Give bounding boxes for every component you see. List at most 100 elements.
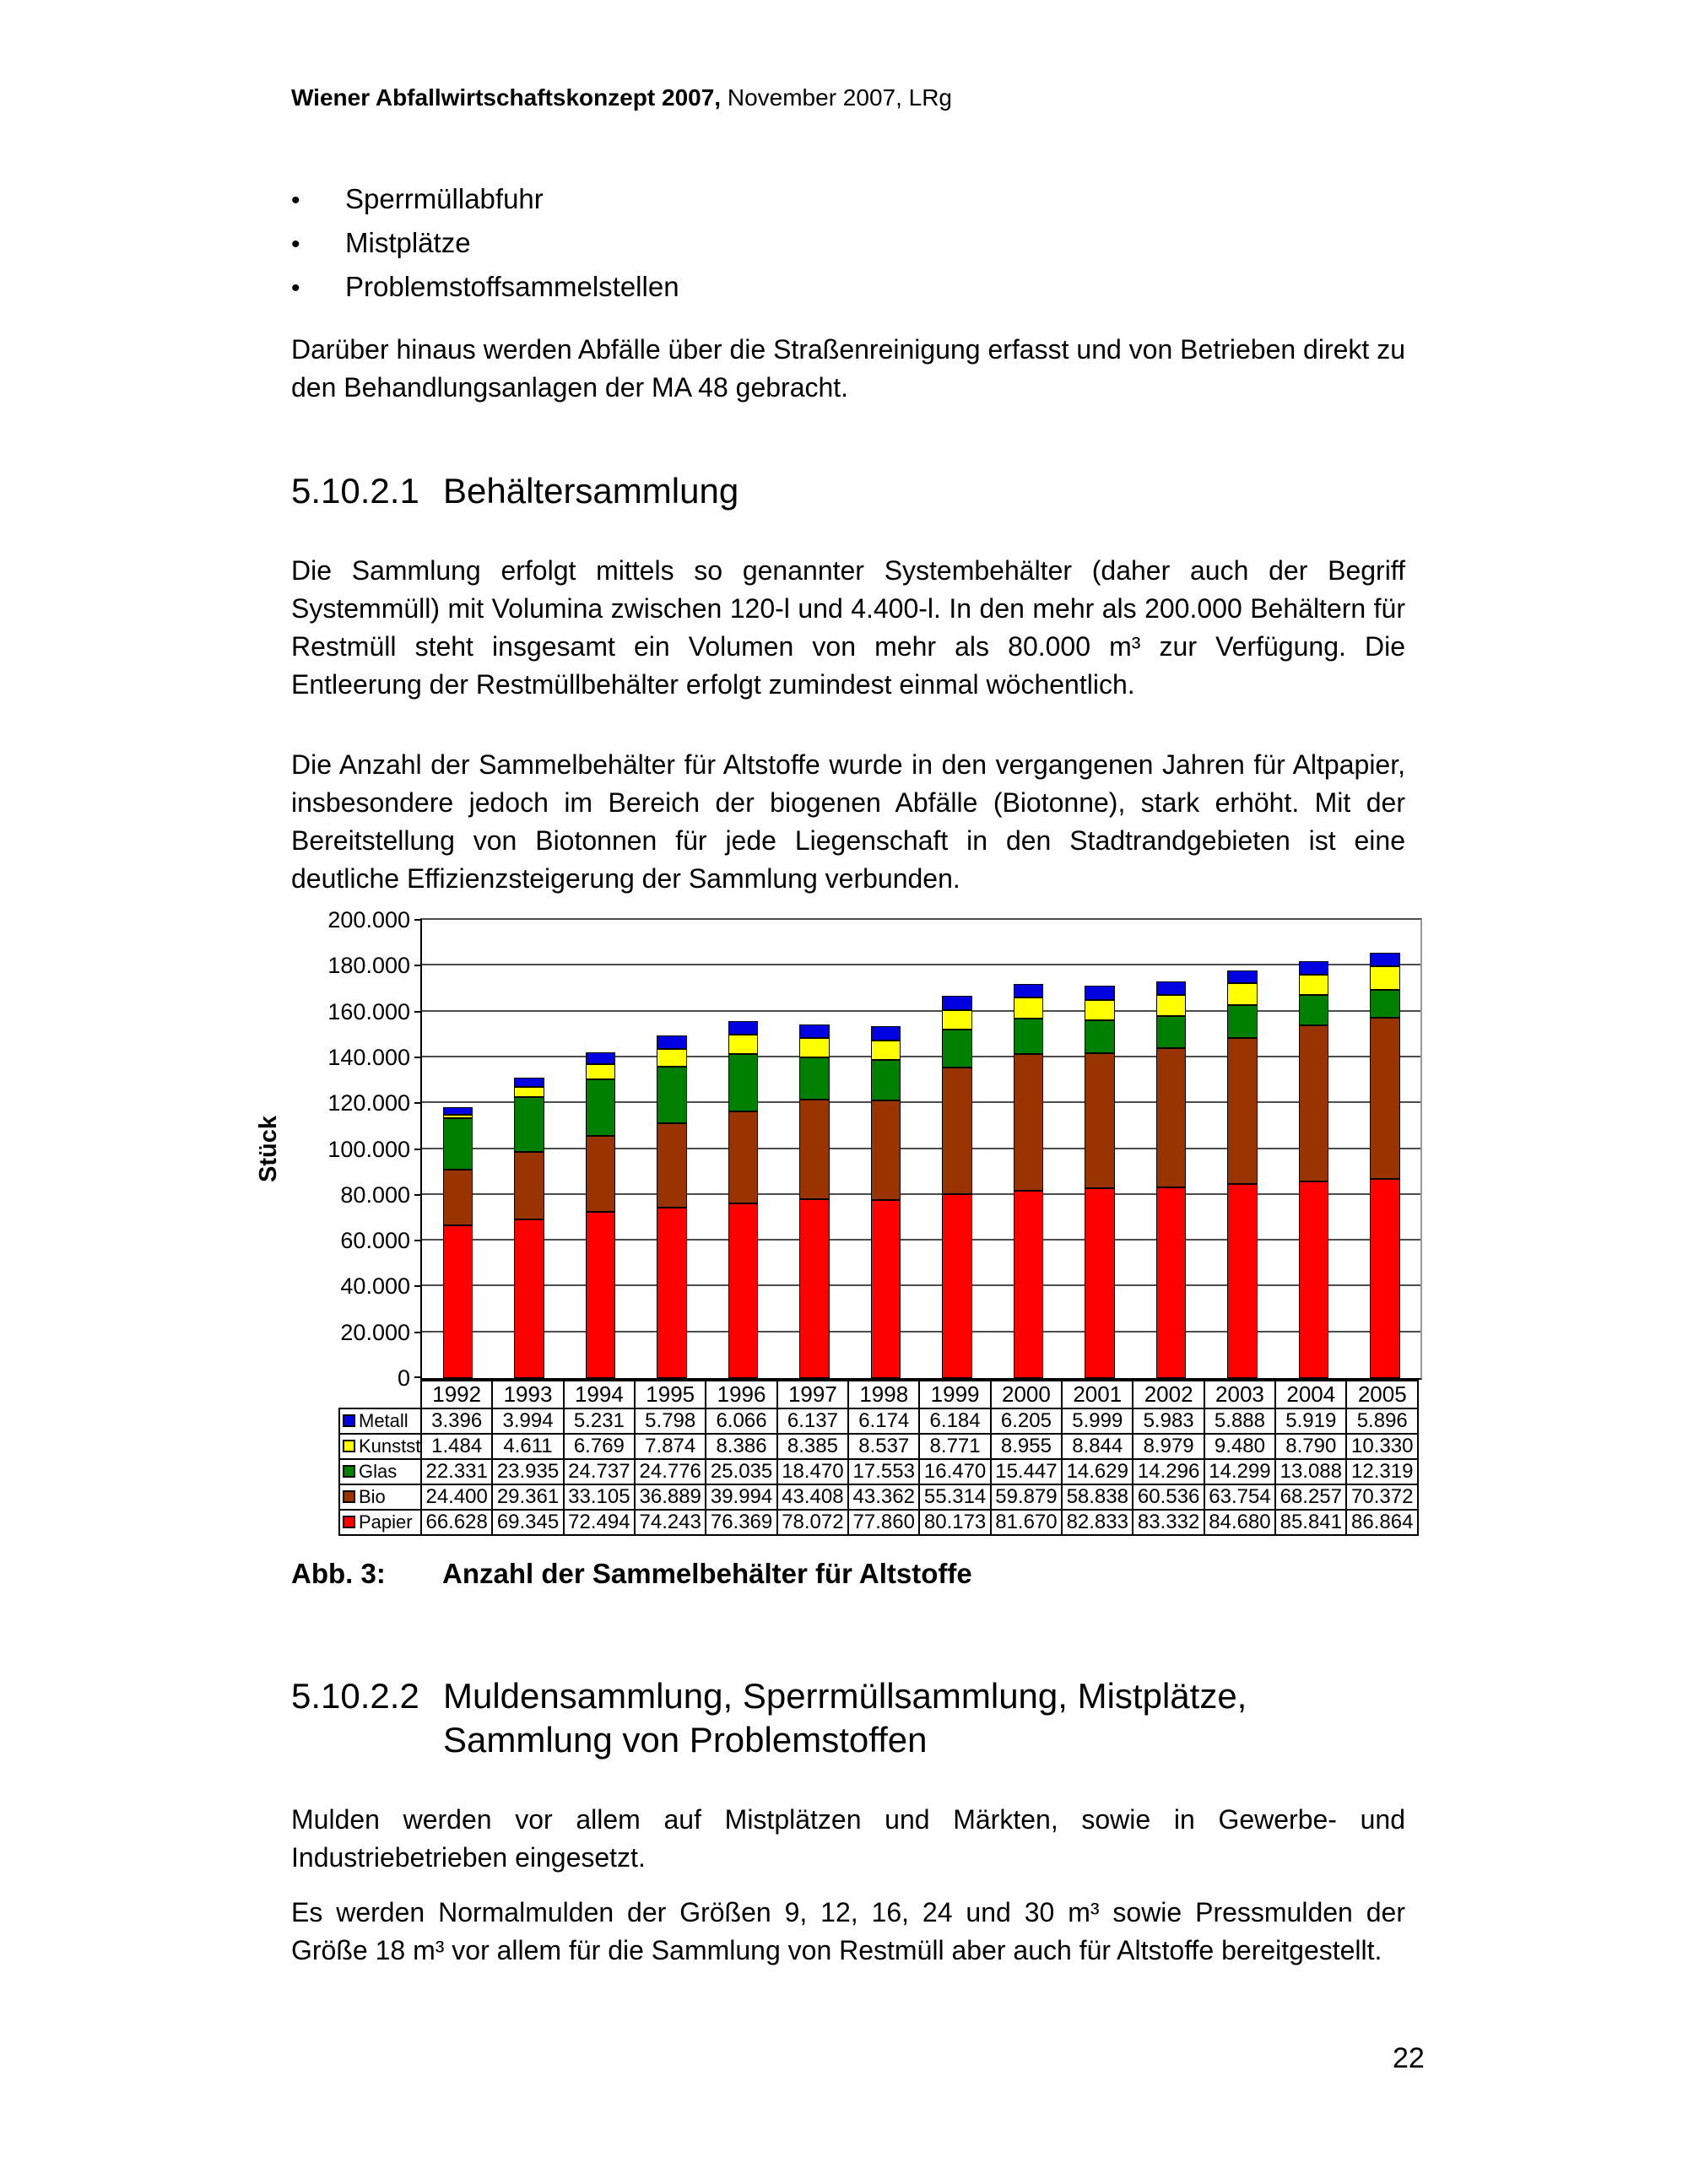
bar-column-2005: [1350, 920, 1421, 1378]
bar-segment-glas: [514, 1097, 544, 1153]
table-value-cell: 81.670: [989, 1509, 1063, 1536]
bar-segment-metall: [514, 1077, 544, 1087]
table-value-cell: 14.629: [1061, 1458, 1134, 1485]
table-value-cell: 4.611: [491, 1433, 565, 1460]
section-heading-5-10-2-2: 5.10.2.2 Muldensammlung, Sperrmüllsammlu…: [291, 1674, 1247, 1762]
bar-segment-kunstst: [585, 1063, 615, 1080]
y-axis-tick-label: 40.000: [340, 1273, 410, 1300]
table-value-cell: 1.484: [419, 1433, 494, 1460]
bar-segment-bio: [514, 1152, 544, 1219]
table-value-cell: 82.833: [1061, 1509, 1134, 1536]
bar-column-1999: [922, 920, 993, 1378]
table-year-header: 1997: [776, 1380, 850, 1409]
table-value-cell: 6.184: [918, 1408, 992, 1435]
section-title-line2: Sammlung von Problemstoffen: [443, 1720, 928, 1760]
bar-column-2004: [1278, 920, 1350, 1378]
stacked-bar-2004: [1298, 920, 1328, 1378]
bar-segment-glas: [585, 1079, 615, 1137]
table-value-cell: 68.257: [1274, 1484, 1348, 1511]
bar-segment-kunstst: [942, 1009, 972, 1030]
y-axis-tick-mark: [414, 1056, 422, 1058]
bar-segment-papier: [870, 1199, 901, 1378]
table-year-header: 1999: [918, 1380, 992, 1409]
bar-segment-glas: [1155, 1015, 1186, 1049]
table-value-cell: 14.296: [1132, 1458, 1205, 1485]
legend-swatch-icon: [343, 1489, 355, 1503]
section-number: 5.10.2.1: [291, 471, 419, 511]
y-axis-tick-label: 0: [397, 1365, 410, 1391]
bar-segment-kunstst: [514, 1086, 544, 1098]
bar-segment-glas: [799, 1057, 830, 1100]
bar-segment-glas: [1085, 1019, 1115, 1054]
bar-column-1992: [422, 920, 494, 1378]
stacked-bar-2002: [1155, 920, 1186, 1378]
table-year-header: 1996: [705, 1380, 778, 1409]
table-value-cell: 17.553: [847, 1458, 921, 1485]
y-axis-title-text: Stück: [254, 1116, 282, 1182]
table-value-cell: 8.537: [847, 1433, 921, 1460]
bar-column-1998: [850, 920, 922, 1378]
bar-segment-bio: [585, 1136, 615, 1213]
table-value-cell: 58.838: [1061, 1484, 1134, 1511]
header-title-bold: Wiener Abfallwirtschaftskonzept 2007,: [291, 84, 722, 111]
section-title-line1: Muldensammlung, Sperrmüllsammlung, Mistp…: [443, 1676, 1247, 1716]
table-value-cell: 3.994: [491, 1408, 565, 1435]
y-axis-tick-mark: [414, 1240, 422, 1242]
bar-segment-metall: [1155, 981, 1186, 996]
table-value-cell: 8.386: [705, 1433, 778, 1460]
bar-segment-papier: [585, 1212, 615, 1378]
bar-column-2000: [993, 920, 1064, 1378]
table-value-cell: 86.864: [1345, 1509, 1419, 1536]
stacked-bar-1993: [514, 920, 544, 1378]
bar-segment-glas: [1013, 1018, 1043, 1054]
table-value-cell: 7.874: [634, 1433, 707, 1460]
bullet-text: Problemstoffsammelstellen: [345, 271, 679, 302]
bar-column-1996: [707, 920, 779, 1378]
gridline: [422, 1147, 1420, 1149]
table-value-cell: 8.790: [1274, 1433, 1348, 1460]
body-paragraph: Die Anzahl der Sammelbehälter für Altsto…: [291, 749, 1405, 894]
stacked-bar-2000: [1013, 920, 1043, 1378]
table-year-header: 1995: [634, 1380, 707, 1409]
section-heading-5-10-2-1: 5.10.2.1 Behältersammlung: [291, 469, 738, 513]
table-value-cell: 5.919: [1274, 1408, 1348, 1435]
bar-segment-kunstst: [442, 1115, 473, 1119]
stacked-bar-1997: [799, 920, 830, 1378]
bar-segment-kunstst: [1085, 999, 1115, 1020]
y-axis-tick-label: 180.000: [327, 953, 410, 979]
bar-segment-papier: [1085, 1188, 1115, 1378]
table-header-row: 1992 1993 1994 1995 1996 1997 1998 1999 2000 2001…: [339, 1380, 1419, 1409]
bar-segment-glas: [942, 1030, 972, 1068]
bar-column-2003: [1207, 920, 1279, 1378]
bar-column-1994: [565, 920, 636, 1378]
table-year-header: 2002: [1132, 1380, 1205, 1409]
bar-column-1993: [494, 920, 565, 1378]
table-value-cell: 16.470: [918, 1458, 992, 1485]
bar-segment-bio: [1155, 1048, 1186, 1187]
bullet-list: • Sperrmüllabfuhr • Mistplätze • Problem…: [291, 177, 1405, 309]
y-axis-tick-mark: [414, 1010, 422, 1013]
table-value-cell: 23.935: [491, 1458, 565, 1485]
table-year-header: 1998: [847, 1380, 921, 1409]
table-value-cell: 22.331: [419, 1458, 494, 1485]
legend-label: Bio: [338, 1484, 422, 1511]
bar-column-2001: [1064, 920, 1136, 1378]
legend-swatch-icon: [343, 1439, 355, 1452]
header-title-rest: November 2007, LRg: [721, 84, 953, 111]
stacked-bar-1992: [442, 920, 473, 1378]
table-value-cell: 12.319: [1345, 1458, 1419, 1485]
stacked-bar-1995: [657, 920, 687, 1378]
section-number: 5.10.2.2: [291, 1676, 419, 1716]
bar-segment-kunstst: [1155, 995, 1186, 1016]
chart-figure: Stück 0 20.000 40.000 60.000 80.000 100.000 12…: [253, 909, 1422, 1536]
table-value-cell: 18.470: [776, 1458, 850, 1485]
y-axis-tick-label: 100.000: [327, 1136, 410, 1162]
table-value-cell: 8.979: [1132, 1433, 1205, 1460]
legend-label: Kunstst.: [338, 1433, 422, 1460]
bullet-icon: •: [291, 187, 300, 214]
bar-segment-papier: [1013, 1191, 1043, 1378]
bar-column-1997: [779, 920, 851, 1378]
bar-segment-papier: [728, 1203, 758, 1378]
bullet-icon: •: [291, 230, 300, 258]
bar-segment-bio: [1085, 1053, 1115, 1189]
